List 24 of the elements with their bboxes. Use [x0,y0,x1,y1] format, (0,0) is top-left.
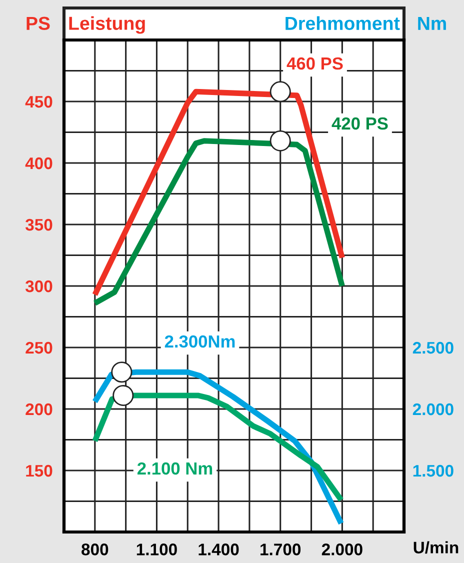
y-tick-label: 250 [26,342,52,354]
x-tick-label: 1.700 [260,544,301,556]
annotation: 2.100 Nm [137,462,212,475]
text: Drehmoment [286,16,400,30]
y-tick-label: 150 [26,464,52,477]
y2-axis-title: Nm [418,16,446,30]
annotation: 2.300Nm [164,335,235,348]
y2-tick-label: 2.500 [412,342,454,354]
x-axis-title: U/min [414,541,458,554]
x-tick-label: 1.100 [136,544,177,556]
y-tick-label: 300 [25,280,52,292]
annotation: 420 PS [332,117,388,130]
y-tick-label: 200 [26,403,52,416]
x-tick-label: 800 [82,544,108,556]
y2-tick-label: 1.500 [413,464,454,477]
y-axis-title: PS [26,16,50,30]
annotation: 460 PS [286,57,343,70]
y-tick-label: 350 [25,218,52,231]
y2-tick-label: 2.000 [412,403,454,416]
text: Leistung [69,16,145,34]
y-tick-label: 400 [25,157,52,170]
x-tick-label: 1.400 [198,544,239,556]
x-tick-label: 2.000 [322,544,362,556]
y-tick-label: 450 [25,96,52,108]
